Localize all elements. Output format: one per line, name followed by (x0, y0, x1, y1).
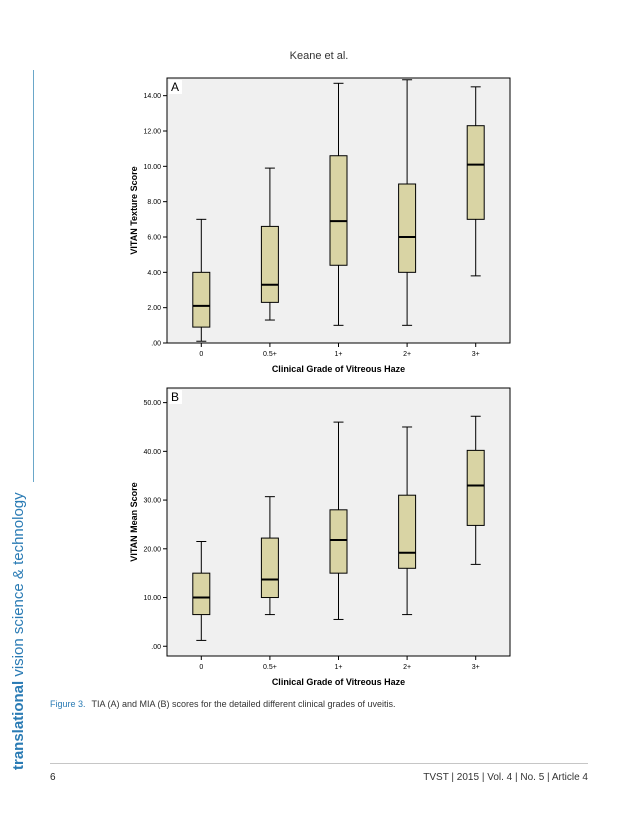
x-tick-label-0-4: 3+ (472, 351, 480, 358)
figure-caption: Figure 3. TIA (A) and MIA (B) scores for … (50, 699, 396, 709)
panel-label-1: B (171, 390, 179, 404)
box-0-3 (398, 183, 417, 273)
figure-caption-text: TIA (A) and MIA (B) scores for the detai… (91, 699, 396, 709)
x-tick-label-0-2: 1+ (335, 351, 343, 358)
y-tick-label-0-5: 10.00 (143, 164, 161, 171)
y-tick-label-1-5: 50.00 (143, 400, 161, 407)
y-tick-label-0-1: 2.00 (147, 305, 161, 312)
figure-label: Figure 3. (50, 699, 86, 709)
y-tick-label-0-4: 8.00 (147, 199, 161, 206)
x-tick-label-0-0: 0 (199, 351, 203, 358)
box-1-1 (260, 537, 279, 599)
x-axis-label-0: Clinical Grade of Vitreous Haze (272, 364, 405, 374)
page-number: 6 (50, 772, 56, 783)
y-axis-label-0: VITAN Texture Score (129, 166, 139, 254)
x-tick-label-1-2: 1+ (335, 664, 343, 671)
box-1-2 (329, 509, 348, 574)
panel-label-bg-1 (169, 390, 182, 404)
y-tick-label-0-0: .00 (151, 341, 161, 348)
box-1-4 (466, 449, 485, 526)
y-axis-label-1: VITAN Mean Score (129, 482, 139, 561)
x-tick-label-0-3: 2+ (403, 351, 411, 358)
box-1-0 (192, 572, 211, 616)
journal-citation: TVST | 2015 | Vol. 4 | No. 5 | Article 4 (423, 772, 588, 783)
panel-label-bg-0 (169, 80, 182, 94)
footer-rule (50, 763, 588, 764)
y-tick-label-1-4: 40.00 (143, 449, 161, 456)
panel-label-0: A (171, 80, 179, 94)
y-tick-label-0-6: 12.00 (143, 129, 161, 136)
box-0-4 (466, 125, 485, 220)
box-1-3 (398, 494, 417, 569)
journal-side-rule (33, 70, 34, 482)
y-tick-label-1-0: .00 (151, 644, 161, 651)
x-axis-label-1: Clinical Grade of Vitreous Haze (272, 677, 405, 687)
x-tick-label-1-3: 2+ (403, 664, 411, 671)
box-0-1 (260, 225, 279, 303)
x-tick-label-1-4: 3+ (472, 664, 480, 671)
y-tick-label-1-2: 20.00 (143, 546, 161, 553)
y-tick-label-0-2: 4.00 (147, 270, 161, 277)
y-tick-label-0-7: 14.00 (143, 93, 161, 100)
x-tick-label-1-1: 0.5+ (263, 664, 277, 671)
y-tick-label-0-3: 6.00 (147, 235, 161, 242)
y-tick-label-1-3: 30.00 (143, 498, 161, 505)
box-0-0 (192, 271, 211, 328)
x-tick-label-0-1: 0.5+ (263, 351, 277, 358)
running-head: Keane et al. (289, 50, 349, 62)
box-0-2 (329, 155, 348, 266)
y-tick-label-1-1: 10.00 (143, 595, 161, 602)
x-tick-label-1-0: 0 (199, 664, 203, 671)
